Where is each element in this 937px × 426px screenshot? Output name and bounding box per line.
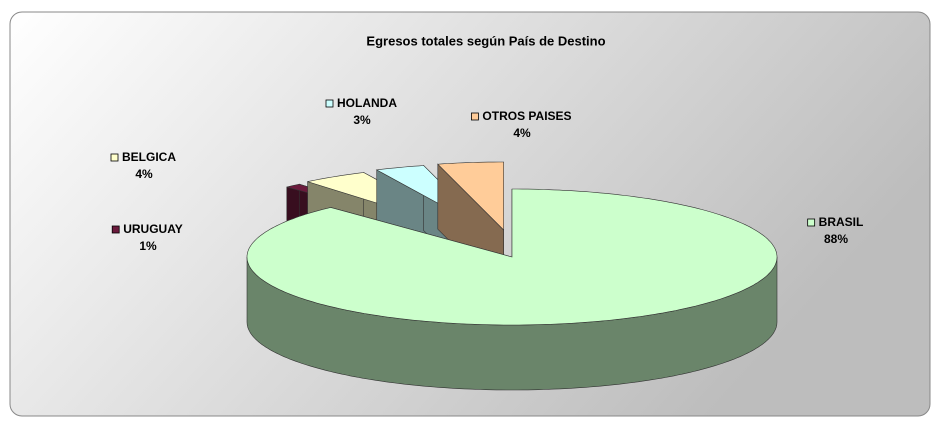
label-key <box>110 153 119 162</box>
data-label-value: 4% <box>513 126 531 140</box>
label-key <box>471 112 479 121</box>
data-label-name: HOLANDA <box>337 96 397 110</box>
label-key <box>325 99 334 108</box>
data-label-name: BRASIL <box>819 215 864 229</box>
label-key <box>807 218 816 227</box>
data-label-value: 4% <box>135 167 153 181</box>
slice <box>246 188 778 326</box>
data-label-name: OTROS PAISES <box>482 109 571 123</box>
label-key <box>111 225 120 234</box>
data-label-name: URUGUAY <box>123 222 183 236</box>
data-label-value: 3% <box>353 113 371 127</box>
data-label-name: BELGICA <box>122 150 176 164</box>
chart-title: Egresos totales según País de Destino <box>366 33 605 48</box>
data-label-value: 88% <box>824 232 848 246</box>
data-label-value: 1% <box>139 239 157 253</box>
slice <box>437 161 505 231</box>
